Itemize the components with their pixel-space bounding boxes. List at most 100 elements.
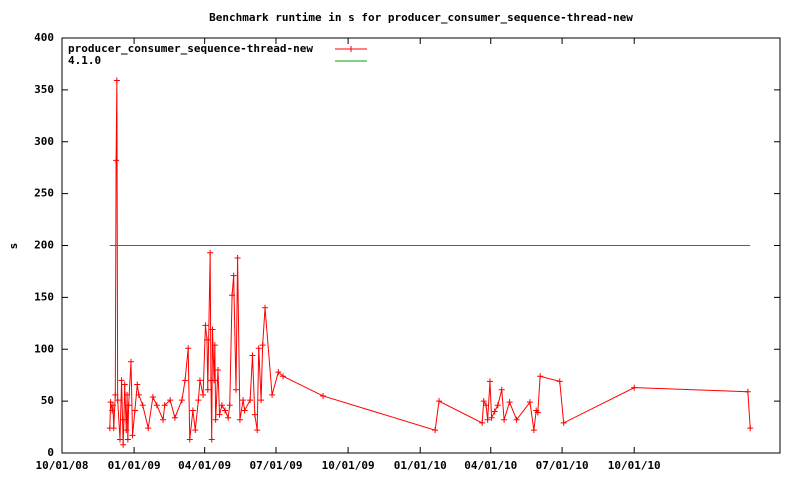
point-marker [211, 342, 218, 349]
point-marker [226, 402, 233, 409]
point-marker [249, 352, 256, 359]
point-marker [202, 322, 209, 329]
point-marker [149, 393, 156, 400]
point-marker [134, 381, 141, 388]
point-marker [233, 386, 240, 393]
point-marker [513, 416, 520, 423]
x-tick-label: 04/01/09 [178, 459, 231, 472]
point-marker [560, 419, 567, 426]
point-marker [195, 397, 202, 404]
point-marker [207, 249, 214, 256]
point-marker [182, 377, 189, 384]
point-marker [236, 416, 243, 423]
point-marker [631, 384, 638, 391]
point-marker [494, 402, 501, 409]
y-tick-label: 150 [34, 290, 54, 303]
point-marker [160, 416, 167, 423]
y-tick-label: 400 [34, 31, 54, 44]
point-marker [432, 427, 439, 434]
point-marker [131, 407, 138, 414]
chart-title: Benchmark runtime in s for producer_cons… [209, 11, 633, 24]
point-marker [161, 402, 168, 409]
point-marker [167, 397, 174, 404]
point-marker [153, 402, 160, 409]
legend-marker [348, 46, 354, 52]
point-marker [200, 391, 207, 398]
x-tick-label: 04/01/10 [464, 459, 517, 472]
y-tick-label: 200 [34, 239, 54, 252]
point-marker [484, 416, 491, 423]
x-tick-label: 07/01/09 [249, 459, 302, 472]
y-tick-label: 0 [47, 446, 54, 459]
point-marker [530, 427, 537, 434]
point-marker [112, 391, 119, 398]
point-marker [211, 377, 218, 384]
y-tick-label: 300 [34, 135, 54, 148]
point-marker [114, 397, 121, 404]
point-marker [192, 427, 199, 434]
point-marker [747, 425, 754, 432]
point-marker [483, 402, 490, 409]
y-tick-label: 350 [34, 83, 54, 96]
point-marker [208, 436, 215, 443]
point-marker [209, 326, 216, 333]
point-marker [230, 272, 237, 279]
x-tick-label: 07/01/10 [536, 459, 589, 472]
point-marker [186, 436, 193, 443]
point-marker [123, 427, 130, 434]
point-marker [110, 425, 117, 432]
point-marker [254, 427, 261, 434]
point-marker [129, 432, 136, 439]
point-marker [135, 391, 142, 398]
x-tick-label: 10/01/08 [36, 459, 89, 472]
point-marker [269, 391, 276, 398]
point-marker [506, 399, 513, 406]
point-marker [124, 436, 131, 443]
point-marker [204, 386, 211, 393]
point-marker [556, 378, 563, 385]
y-tick-label: 50 [41, 394, 54, 407]
point-marker [113, 77, 120, 84]
point-marker [262, 304, 269, 311]
point-marker [259, 342, 266, 349]
x-tick-label: 10/01/10 [608, 459, 661, 472]
point-marker [145, 425, 152, 432]
point-marker [491, 408, 498, 415]
point-marker [218, 402, 225, 409]
point-marker [196, 377, 203, 384]
point-marker [118, 377, 125, 384]
point-marker [113, 157, 120, 164]
x-tick-label: 10/01/09 [322, 459, 375, 472]
point-marker [121, 381, 128, 388]
point-marker [117, 436, 124, 443]
y-tick-label: 100 [34, 342, 54, 355]
point-marker [436, 398, 443, 405]
point-marker [125, 402, 132, 409]
point-marker [204, 336, 211, 343]
x-tick-label: 01/01/09 [108, 459, 161, 472]
x-tick-label: 01/01/10 [394, 459, 447, 472]
point-marker [222, 407, 229, 414]
legend-label: producer_consumer_sequence-thread-new [68, 42, 313, 55]
point-marker [229, 292, 236, 299]
point-marker [241, 407, 248, 414]
y-axis-label: s [7, 243, 20, 250]
point-marker [124, 391, 131, 398]
point-marker [225, 414, 232, 421]
point-marker [120, 441, 127, 448]
point-marker [488, 414, 495, 421]
point-marker [247, 397, 254, 404]
point-marker [498, 386, 505, 393]
point-marker [216, 411, 223, 418]
point-marker [185, 345, 192, 352]
point-marker [320, 392, 327, 399]
legend-label: 4.1.0 [68, 54, 101, 67]
point-marker [214, 367, 221, 373]
point-marker [107, 399, 114, 406]
point-marker [212, 416, 219, 423]
point-marker [109, 407, 116, 414]
y-tick-label: 250 [34, 187, 54, 200]
point-marker [255, 345, 262, 352]
